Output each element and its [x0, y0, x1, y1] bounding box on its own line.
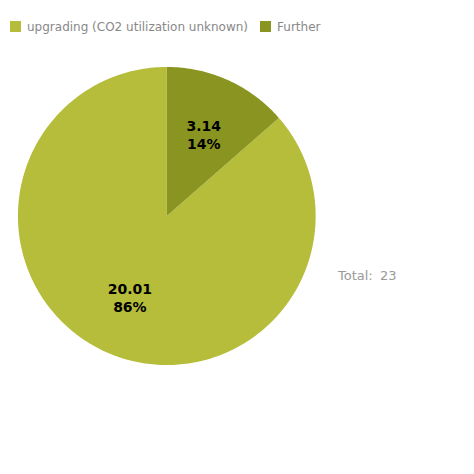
html-text:Further: Further [277, 19, 321, 34]
svg-text:23: 23 [380, 268, 397, 283]
svg-text:3.1414%: 3.1414% [186, 118, 221, 152]
html-text:upgrading (CO2 utilization unk: upgrading (CO2 utilization unknown) [27, 19, 248, 34]
svg-text:20.0186%: 20.0186% [108, 281, 152, 315]
svg-text:Total:: Total: [337, 268, 373, 283]
